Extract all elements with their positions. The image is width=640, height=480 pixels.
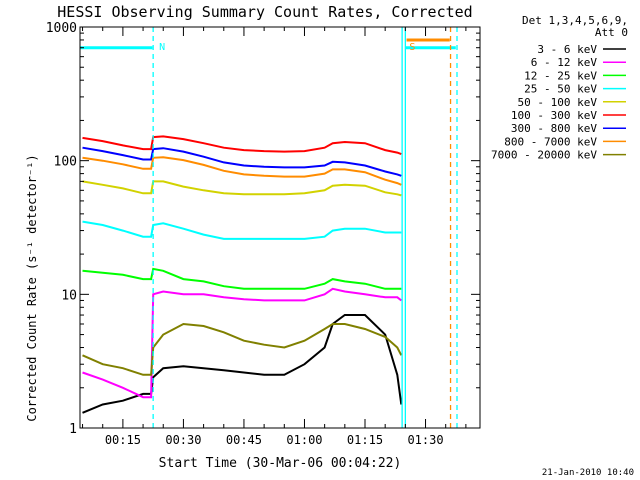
x-tick-label-1: 00:30 bbox=[165, 433, 201, 447]
series-line-4 bbox=[82, 180, 402, 197]
chart-title: HESSI Observing Summary Count Rates, Cor… bbox=[57, 3, 472, 21]
y-tick-label-1: 10 bbox=[61, 288, 77, 303]
series-line-1 bbox=[82, 287, 402, 399]
y-tick-label-0: 1 bbox=[69, 422, 77, 437]
x-tick-label-2: 00:45 bbox=[226, 433, 262, 447]
series-line-0 bbox=[82, 314, 403, 414]
legend-label-5: 100 - 300 keV bbox=[511, 109, 597, 122]
y-axis-label: Corrected Count Rate (s⁻¹ detector⁻¹) bbox=[25, 154, 39, 421]
legend-label-8: 7000 - 20000 keV bbox=[491, 149, 597, 162]
legend-header-line-1: Det 1,3,4,5,6,9, bbox=[522, 14, 628, 27]
series-line-2 bbox=[82, 267, 402, 290]
y-tick-label-2: 100 bbox=[54, 155, 77, 170]
legend-label-2: 12 - 25 keV bbox=[524, 69, 597, 82]
axes-layer: 00:15 00:30 00:45 01:00 01:15 01:30 1 10 100 1000 bbox=[46, 21, 481, 447]
marker-label-0: N bbox=[159, 42, 165, 53]
series-line-7 bbox=[82, 156, 402, 186]
legend-label-1: 6 - 12 keV bbox=[531, 56, 598, 69]
legend-label-7: 800 - 7000 keV bbox=[504, 135, 597, 148]
series-line-6 bbox=[82, 146, 402, 177]
x-tick-label-3: 01:00 bbox=[286, 433, 322, 447]
x-axis-label: Start Time (30-Mar-06 00:04:22) bbox=[159, 456, 402, 471]
series-line-5 bbox=[82, 135, 402, 156]
x-tick-label-4: 01:15 bbox=[347, 433, 383, 447]
marker-label-1: S bbox=[409, 42, 415, 53]
x-tick-label-5: 01:30 bbox=[407, 433, 443, 447]
legend-label-6: 300 - 800 keV bbox=[511, 122, 597, 135]
x-tick-label-0: 00:15 bbox=[105, 433, 141, 447]
series-layer bbox=[82, 135, 403, 414]
plot-frame bbox=[79, 26, 481, 429]
footer-timestamp: 21-Jan-2010 10:40 bbox=[542, 468, 634, 478]
series-line-3 bbox=[82, 220, 402, 240]
legend-label-3: 25 - 50 keV bbox=[524, 83, 597, 96]
series-line-8 bbox=[82, 322, 403, 376]
legend-label-0: 3 - 6 keV bbox=[537, 43, 597, 56]
y-tick-label-3: 1000 bbox=[46, 21, 77, 36]
legend-label-4: 50 - 100 keV bbox=[518, 96, 598, 109]
legend-header-line-2: Att 0 bbox=[595, 26, 628, 39]
